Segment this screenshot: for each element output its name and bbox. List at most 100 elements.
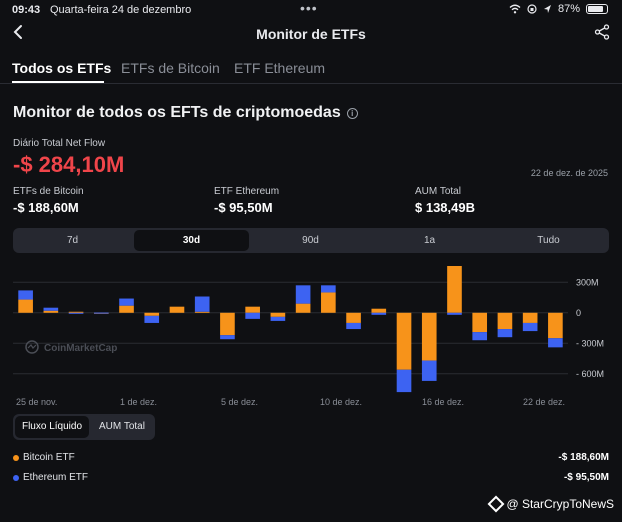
bar-ethereum[interactable] bbox=[144, 315, 160, 323]
bar-ethereum[interactable] bbox=[245, 312, 260, 319]
info-icon[interactable]: i bbox=[346, 107, 358, 119]
bar-bitcoin[interactable] bbox=[245, 306, 260, 313]
wifi-icon bbox=[509, 4, 521, 14]
source-watermark: @ StarCrypToNewS bbox=[487, 495, 614, 513]
x-tick-label: 22 de dez. bbox=[523, 397, 565, 407]
bar-bitcoin[interactable] bbox=[396, 312, 412, 370]
back-arrow-icon[interactable] bbox=[12, 24, 24, 40]
bar-ethereum[interactable] bbox=[472, 332, 488, 341]
legend-value: -$ 95,50M bbox=[563, 472, 609, 483]
x-tick-label: 10 de dez. bbox=[320, 397, 362, 407]
x-tick-label: 16 de dez. bbox=[422, 397, 464, 407]
bar-bitcoin[interactable] bbox=[220, 312, 235, 336]
chart-view-toggle: Fluxo Líquido AUM Total bbox=[13, 414, 155, 440]
x-tick-label: 5 de dez. bbox=[221, 397, 258, 407]
legend-name: Ethereum ETF bbox=[23, 472, 89, 483]
bar-bitcoin[interactable] bbox=[144, 312, 160, 316]
bar-bitcoin[interactable] bbox=[194, 311, 210, 313]
bitcoin-dot-icon bbox=[13, 455, 19, 461]
tab-ethereum-etf[interactable]: ETF Ethereum bbox=[234, 60, 326, 76]
metric-bitcoin-etfs: ETFs de Bitcoin -$ 188,60M bbox=[13, 186, 84, 215]
bar-ethereum[interactable] bbox=[346, 322, 361, 330]
bar-ethereum[interactable] bbox=[396, 369, 412, 393]
net-flow-chart-svg: CoinMarketCap 300M 0 - 300M - 600M 25 de no… bbox=[13, 266, 604, 407]
as-of-date: 22 de dez. de 2025 bbox=[530, 168, 608, 178]
battery-icon bbox=[586, 4, 608, 14]
bar-ethereum[interactable] bbox=[270, 316, 286, 321]
watermark-text: @ StarCrypToNewS bbox=[506, 497, 614, 511]
status-bar: 09:43 Quarta-feira 24 de dezembro ••• 87… bbox=[0, 0, 622, 20]
tab-all-etfs[interactable]: Todos os ETFs bbox=[12, 60, 112, 76]
bar-bitcoin[interactable] bbox=[169, 306, 185, 313]
y-tick-label: - 300M bbox=[576, 338, 604, 348]
y-tick-label: 0 bbox=[576, 308, 581, 318]
chart-watermark: CoinMarketCap bbox=[44, 343, 117, 354]
bar-bitcoin[interactable] bbox=[321, 292, 336, 313]
bar-ethereum[interactable] bbox=[371, 312, 387, 315]
bar-ethereum[interactable] bbox=[220, 335, 235, 340]
legend-ethereum-etf: Ethereum ETF -$ 95,50M bbox=[13, 471, 609, 487]
active-tab-indicator bbox=[12, 81, 104, 83]
range-90d-button[interactable]: 90d bbox=[302, 235, 319, 246]
coinmarketcap-logo-icon bbox=[25, 340, 39, 354]
bar-bitcoin[interactable] bbox=[18, 299, 33, 313]
bar-ethereum[interactable] bbox=[18, 290, 33, 300]
bar-bitcoin[interactable] bbox=[346, 312, 361, 323]
x-tick-label: 25 de nov. bbox=[16, 397, 57, 407]
metric-label: ETFs de Bitcoin bbox=[13, 186, 84, 197]
bar-ethereum[interactable] bbox=[321, 285, 336, 293]
bar-bitcoin[interactable] bbox=[270, 312, 286, 317]
bar-ethereum[interactable] bbox=[497, 329, 513, 338]
metric-label: AUM Total bbox=[415, 186, 461, 197]
bar-ethereum[interactable] bbox=[295, 285, 311, 304]
daily-net-flow-value: -$ 284,10M bbox=[13, 152, 125, 177]
metric-label: ETF Ethereum bbox=[214, 186, 280, 197]
net-flow-toggle[interactable]: Fluxo Líquido bbox=[15, 416, 89, 438]
bar-ethereum[interactable] bbox=[119, 298, 134, 306]
bar-bitcoin[interactable] bbox=[497, 312, 513, 330]
orientation-lock-icon bbox=[527, 4, 537, 14]
bar-ethereum[interactable] bbox=[421, 360, 437, 381]
bar-bitcoin[interactable] bbox=[548, 312, 563, 339]
location-icon bbox=[543, 5, 551, 13]
binance-logo-icon bbox=[487, 495, 505, 513]
bar-bitcoin[interactable] bbox=[295, 303, 311, 313]
range-7d-button[interactable]: 7d bbox=[66, 235, 79, 246]
bar-bitcoin[interactable] bbox=[421, 312, 437, 361]
bar-ethereum[interactable] bbox=[68, 312, 84, 314]
bar-bitcoin[interactable] bbox=[447, 266, 462, 313]
status-date: Quarta-feira 24 de dezembro bbox=[50, 4, 192, 16]
share-icon[interactable] bbox=[594, 24, 610, 40]
time-range-selector: 7d 30d 90d 1a Tudo bbox=[13, 228, 609, 253]
bar-bitcoin[interactable] bbox=[68, 311, 84, 313]
metric-aum-total: AUM Total $ 138,49B bbox=[415, 186, 475, 215]
metric-value: -$ 188,60M bbox=[13, 200, 79, 215]
bar-ethereum[interactable] bbox=[43, 307, 59, 311]
ethereum-dot-icon bbox=[13, 475, 19, 481]
battery-percent: 87% bbox=[557, 3, 580, 15]
tab-bitcoin-etfs[interactable]: ETFs de Bitcoin bbox=[121, 60, 220, 76]
bar-bitcoin[interactable] bbox=[43, 310, 59, 313]
metric-value: -$ 95,50M bbox=[214, 200, 273, 215]
legend-bitcoin-etf: Bitcoin ETF -$ 188,60M bbox=[13, 451, 609, 467]
range-30d-button[interactable]: 30d bbox=[134, 230, 249, 251]
status-time: 09:43 bbox=[12, 4, 41, 16]
etf-tabs: Todos os ETFs ETFs de Bitcoin ETF Ethere… bbox=[0, 56, 622, 84]
status-right: 87% bbox=[509, 3, 608, 15]
bar-bitcoin[interactable] bbox=[371, 308, 387, 313]
metric-value: $ 138,49B bbox=[415, 200, 475, 215]
bar-ethereum[interactable] bbox=[194, 296, 210, 312]
bar-ethereum[interactable] bbox=[522, 322, 538, 332]
range-1y-button[interactable]: 1a bbox=[423, 235, 436, 246]
aum-total-toggle[interactable]: AUM Total bbox=[99, 421, 145, 432]
metric-ethereum-etf: ETF Ethereum -$ 95,50M bbox=[214, 186, 279, 215]
bar-bitcoin[interactable] bbox=[119, 305, 134, 313]
bar-bitcoin[interactable] bbox=[522, 312, 538, 323]
bar-ethereum[interactable] bbox=[93, 312, 109, 314]
bar-bitcoin[interactable] bbox=[472, 312, 488, 333]
bar-ethereum[interactable] bbox=[548, 338, 563, 348]
range-all-button[interactable]: Tudo bbox=[537, 235, 560, 246]
net-flow-chart: CoinMarketCap 300M 0 - 300M - 600M 25 de no… bbox=[0, 262, 622, 412]
daily-net-flow-label: Diário Total Net Flow bbox=[13, 138, 106, 149]
bar-ethereum[interactable] bbox=[447, 312, 462, 315]
